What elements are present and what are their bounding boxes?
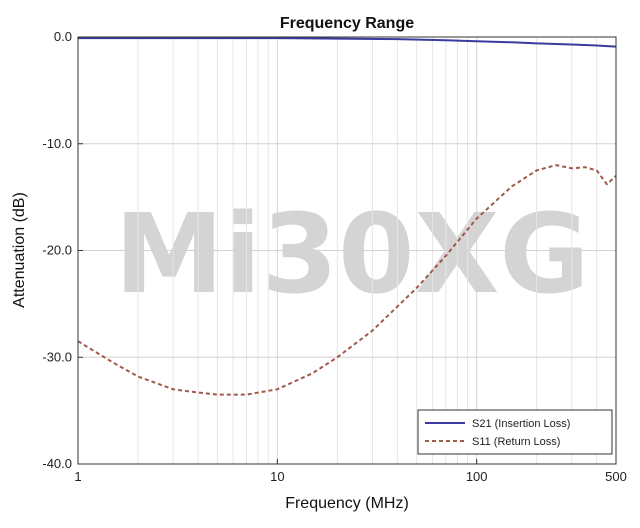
series-line-s21 (78, 37, 617, 48)
x-tick-label: 1 (74, 469, 81, 484)
x-tick-label: 500 (605, 469, 627, 484)
legend-box (417, 409, 613, 455)
y-tick-label: -10.0 (42, 136, 72, 151)
series-layer (77, 37, 617, 396)
x-axis-title: Frequency (MHz) (285, 495, 409, 512)
y-axis-title: Attenuation (dB) (11, 192, 28, 308)
y-tick-label: 0.0 (54, 29, 72, 44)
legend: S21 (Insertion Loss) S11 (Return Loss) (417, 409, 613, 455)
grid (77, 36, 617, 465)
x-tick-label: 10 (270, 469, 284, 484)
y-tick-label: -20.0 (42, 243, 72, 258)
chart-title: Frequency Range (280, 15, 414, 32)
y-tick-label: -40.0 (42, 456, 72, 471)
watermark: Mi30XG (114, 190, 589, 318)
ticks: 1 10 100 500 0.0 -10.0 -20.0 -30.0 -40.0 (42, 29, 626, 484)
x-tick-label: 100 (466, 469, 488, 484)
series-line-s11 (77, 164, 617, 396)
legend-label-s11: S11 (Return Loss) (472, 436, 560, 448)
legend-label-s21: S21 (Insertion Loss) (472, 418, 570, 430)
y-tick-label: -30.0 (42, 349, 72, 364)
